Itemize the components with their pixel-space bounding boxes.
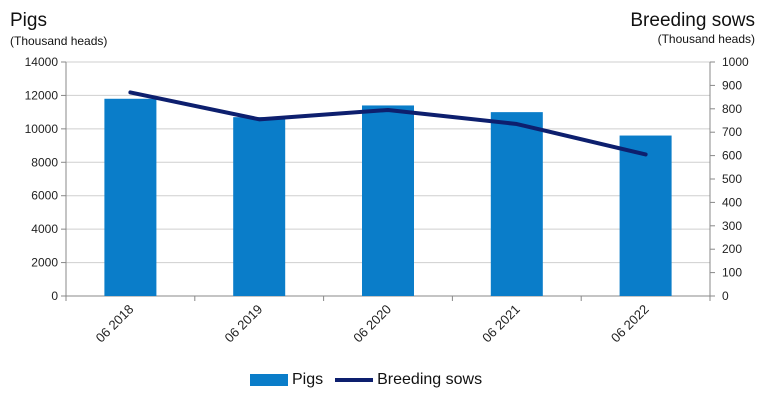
x-tick-label: 06 2020: [350, 302, 394, 346]
left-tick-label: 12000: [25, 88, 59, 102]
legend-label-pigs: Pigs: [292, 371, 324, 388]
left-tick-label: 4000: [31, 222, 58, 236]
right-tick-label: 500: [722, 172, 742, 186]
x-tick-label: 06 2019: [221, 302, 265, 346]
legend-label-breeding-sows: Breeding sows: [377, 371, 483, 388]
right-tick-label: 1000: [722, 55, 749, 69]
right-axis-title: Breeding sows: [630, 10, 755, 31]
bar-pigs: [490, 112, 543, 297]
left-axis-unit: (Thousand heads): [10, 34, 108, 48]
bar-pigs: [233, 117, 286, 297]
x-tick-label: 06 2018: [93, 302, 137, 346]
right-tick-label: 100: [722, 266, 742, 280]
left-axis-title: Pigs: [10, 10, 47, 31]
right-tick-label: 900: [722, 78, 742, 92]
legend-swatch-breeding-sows: [335, 378, 374, 382]
right-tick-label: 0: [722, 289, 729, 303]
left-tick-label: 8000: [31, 155, 58, 169]
x-tick-label: 06 2021: [479, 302, 523, 346]
bar-pigs: [104, 98, 157, 297]
x-tick-label: 06 2022: [608, 302, 652, 346]
legend: Pigs Breeding sows: [250, 371, 482, 389]
right-tick-label: 700: [722, 125, 742, 139]
right-tick-label: 300: [722, 219, 742, 233]
left-tick-label: 0: [51, 289, 58, 303]
legend-item-pigs: Pigs: [250, 371, 323, 389]
right-tick-label: 800: [722, 102, 742, 116]
right-axis-unit: (Thousand heads): [657, 32, 755, 46]
right-tick-label: 200: [722, 242, 742, 256]
right-tick-label: 400: [722, 195, 742, 209]
bar-pigs: [619, 135, 672, 296]
left-tick-label: 10000: [25, 122, 59, 136]
right-tick-label: 600: [722, 149, 742, 163]
left-tick-label: 6000: [31, 189, 58, 203]
bar-pigs: [362, 105, 414, 296]
legend-swatch-pigs: [250, 374, 288, 386]
left-tick-label: 2000: [31, 256, 58, 270]
left-tick-label: 14000: [25, 55, 59, 69]
legend-item-breeding-sows: Breeding sows: [335, 371, 482, 389]
